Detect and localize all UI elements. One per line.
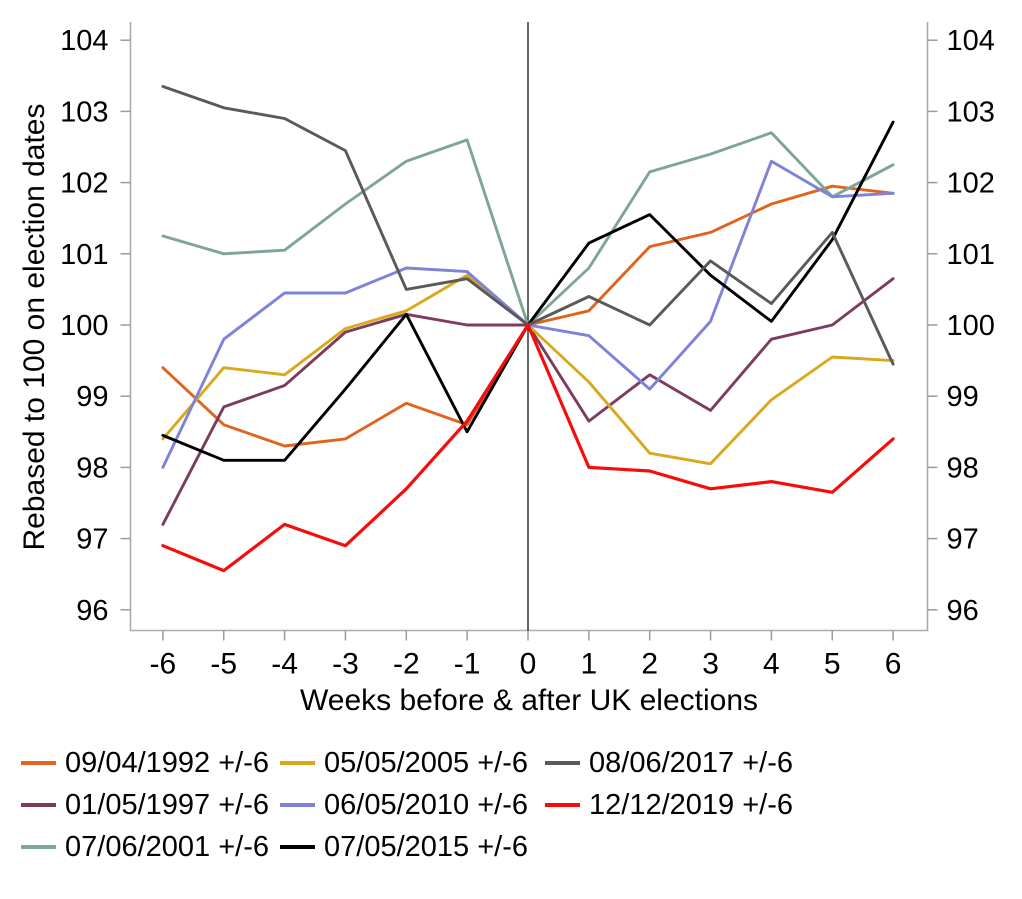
x-tick-label: -5 <box>210 648 237 681</box>
y-tick-label-left: 97 <box>76 524 108 556</box>
y-tick-label-right: 104 <box>947 25 995 57</box>
y-tick-label-left: 98 <box>76 452 108 484</box>
x-tick-label: 4 <box>763 648 780 681</box>
x-tick-label: -3 <box>332 648 359 681</box>
legend-item-2010: 06/05/2010 +/-6 <box>280 789 528 821</box>
x-tick-label: -4 <box>271 648 298 681</box>
y-tick-label-right: 98 <box>947 452 979 484</box>
legend-line-swatch <box>21 803 56 807</box>
legend-label: 06/05/2010 +/-6 <box>324 788 528 821</box>
legend-item-2017: 08/06/2017 +/-6 <box>545 747 793 779</box>
y-tick-label-left: 100 <box>60 310 108 342</box>
x-tick-label: 6 <box>885 648 902 681</box>
x-tick-label: 5 <box>824 648 841 681</box>
series-line-2019 <box>161 323 895 573</box>
legend-label: 12/12/2019 +/-6 <box>589 788 793 821</box>
x-tick-label: 2 <box>641 648 658 681</box>
y-tick-label-right: 103 <box>947 96 995 128</box>
legend-line-swatch <box>21 761 56 765</box>
legend-item-2015: 07/05/2015 +/-6 <box>280 831 528 863</box>
legend-label: 05/05/2005 +/-6 <box>324 746 528 779</box>
legend-label: 07/06/2001 +/-6 <box>65 830 269 863</box>
y-axis-title: Rebased to 100 on election dates <box>18 103 51 551</box>
y-tick-label-right: 97 <box>947 524 979 556</box>
y-tick-label-right: 102 <box>947 168 995 200</box>
legend-label: 01/05/1997 +/-6 <box>65 788 269 821</box>
y-tick-label-left: 99 <box>76 381 108 413</box>
legend-line-swatch <box>21 845 56 849</box>
legend-item-2005: 05/05/2005 +/-6 <box>280 747 528 779</box>
x-tick-label: -2 <box>393 648 420 681</box>
y-tick-label-left: 104 <box>60 25 108 57</box>
x-tick-label: 3 <box>702 648 719 681</box>
legend-line-swatch <box>280 845 315 849</box>
legend-line-swatch <box>280 803 315 807</box>
y-tick-label-right: 99 <box>947 381 979 413</box>
legend-item-2001: 07/06/2001 +/-6 <box>21 831 269 863</box>
legend-item-1992: 09/04/1992 +/-6 <box>21 747 269 779</box>
y-tick-label-right: 101 <box>947 239 995 271</box>
x-axis-title: Weeks before & after UK elections <box>300 684 758 717</box>
y-tick-label-left: 103 <box>60 96 108 128</box>
x-tick-label: -1 <box>454 648 481 681</box>
x-tick-label: -6 <box>150 648 177 681</box>
legend-line-swatch <box>545 803 580 807</box>
y-tick-label-left: 96 <box>76 595 108 627</box>
legend-label: 07/05/2015 +/-6 <box>324 830 528 863</box>
y-tick-label-right: 96 <box>947 595 979 627</box>
legend-label: 09/04/1992 +/-6 <box>65 746 269 779</box>
legend-line-swatch <box>280 761 315 765</box>
y-tick-label-left: 101 <box>60 239 108 271</box>
y-tick-label-right: 100 <box>947 310 995 342</box>
legend-line-swatch <box>545 761 580 765</box>
x-tick-label: 1 <box>581 648 598 681</box>
x-tick-label: 0 <box>520 648 537 681</box>
legend-label: 08/06/2017 +/-6 <box>589 746 793 779</box>
legend-item-2019: 12/12/2019 +/-6 <box>545 789 793 821</box>
y-tick-label-left: 102 <box>60 168 108 200</box>
legend-item-1997: 01/05/1997 +/-6 <box>21 789 269 821</box>
